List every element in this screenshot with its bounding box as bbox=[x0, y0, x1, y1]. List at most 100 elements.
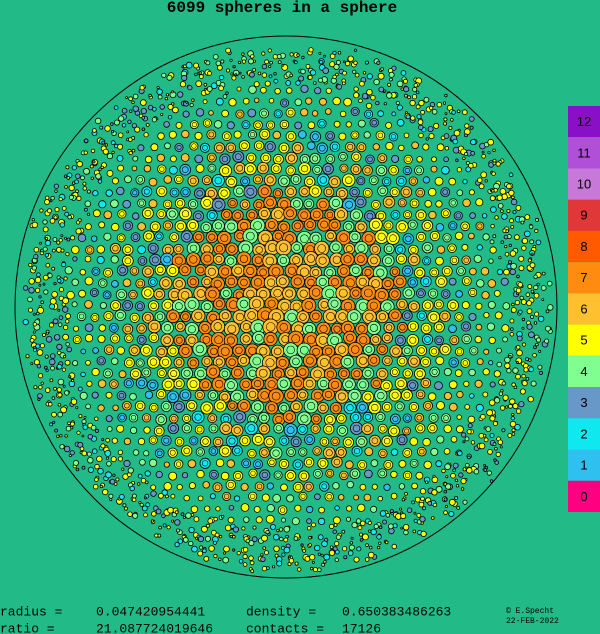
legend-swatch bbox=[568, 199, 600, 231]
sphere bbox=[400, 389, 413, 402]
sphere bbox=[92, 128, 97, 133]
sphere bbox=[87, 457, 94, 464]
sphere-ring bbox=[260, 209, 269, 218]
sphere bbox=[192, 210, 204, 222]
sphere bbox=[288, 558, 295, 564]
sphere-ring bbox=[246, 187, 255, 196]
sphere bbox=[508, 243, 512, 247]
sphere bbox=[500, 277, 509, 286]
sphere bbox=[389, 187, 400, 198]
sphere bbox=[342, 377, 356, 392]
sphere-ring bbox=[100, 280, 106, 286]
sphere bbox=[161, 435, 172, 446]
sphere-ring bbox=[163, 324, 171, 332]
sphere bbox=[324, 229, 337, 242]
sphere bbox=[153, 288, 166, 301]
sphere-ring bbox=[268, 404, 276, 412]
sphere bbox=[489, 432, 495, 438]
sphere-ring bbox=[266, 198, 274, 207]
sphere-ring bbox=[260, 233, 270, 243]
sphere bbox=[285, 151, 298, 165]
sphere bbox=[159, 104, 165, 110]
sphere bbox=[61, 262, 67, 268]
sphere bbox=[122, 300, 133, 311]
sphere bbox=[391, 65, 397, 71]
sphere bbox=[515, 373, 521, 380]
sphere-ring bbox=[456, 314, 462, 320]
sphere bbox=[195, 536, 199, 540]
sphere bbox=[452, 462, 459, 469]
sphere-ring bbox=[180, 291, 190, 300]
sphere-ring bbox=[195, 213, 202, 220]
sphere bbox=[49, 297, 57, 305]
sphere-ring bbox=[358, 178, 364, 184]
sphere bbox=[141, 367, 152, 378]
sphere bbox=[415, 389, 426, 400]
sphere-ring bbox=[313, 415, 320, 423]
sphere-ring bbox=[404, 428, 410, 434]
sphere bbox=[215, 97, 224, 106]
sphere-ring bbox=[222, 289, 230, 297]
sphere-ring bbox=[429, 425, 436, 432]
sphere bbox=[300, 108, 309, 117]
sphere-ring bbox=[312, 347, 320, 356]
sphere bbox=[354, 220, 368, 234]
sphere bbox=[443, 510, 448, 515]
sphere-ring bbox=[105, 313, 112, 319]
sphere-ring bbox=[226, 336, 235, 345]
sphere bbox=[397, 198, 407, 208]
sphere bbox=[195, 108, 205, 117]
sphere-ring bbox=[391, 391, 399, 399]
sphere-ring bbox=[377, 212, 385, 220]
sphere-ring bbox=[209, 367, 218, 376]
sphere-ring bbox=[338, 288, 348, 298]
sphere bbox=[368, 529, 372, 533]
sphere bbox=[490, 206, 497, 213]
sphere bbox=[203, 82, 208, 87]
sphere bbox=[30, 362, 34, 366]
sphere-ring bbox=[442, 189, 449, 195]
sphere bbox=[453, 211, 463, 221]
sphere bbox=[200, 196, 214, 210]
sphere-ring bbox=[371, 403, 379, 412]
sphere bbox=[97, 468, 104, 475]
sphere-ring bbox=[282, 100, 288, 106]
sphere-ring bbox=[252, 356, 262, 366]
sphere bbox=[47, 401, 53, 407]
sphere bbox=[33, 359, 40, 366]
sphere bbox=[402, 165, 412, 176]
sphere bbox=[28, 278, 35, 285]
sphere-ring bbox=[246, 231, 255, 241]
sphere bbox=[413, 511, 417, 515]
sphere bbox=[410, 115, 416, 121]
sphere bbox=[356, 546, 362, 552]
sphere-ring bbox=[312, 425, 319, 432]
sphere bbox=[311, 560, 315, 564]
sphere bbox=[492, 148, 496, 152]
sphere bbox=[355, 322, 369, 336]
sphere bbox=[251, 433, 265, 446]
sphere-ring bbox=[441, 312, 449, 320]
sphere bbox=[184, 296, 200, 312]
sphere bbox=[382, 355, 393, 367]
sphere bbox=[132, 93, 139, 100]
sphere bbox=[131, 165, 138, 172]
sphere-ring bbox=[293, 277, 302, 286]
sphere bbox=[369, 117, 379, 128]
sphere bbox=[475, 302, 483, 310]
sphere bbox=[54, 334, 61, 341]
sphere bbox=[29, 338, 35, 343]
sphere bbox=[390, 448, 399, 456]
sphere bbox=[323, 186, 335, 198]
sphere bbox=[456, 109, 461, 114]
sphere-ring bbox=[345, 200, 353, 209]
sphere bbox=[180, 186, 191, 198]
sphere bbox=[263, 195, 277, 210]
sphere bbox=[67, 214, 72, 220]
sphere bbox=[204, 535, 211, 542]
sphere-ring bbox=[258, 368, 268, 378]
sphere-ring bbox=[315, 470, 321, 477]
sphere bbox=[174, 198, 186, 209]
sphere-ring bbox=[242, 335, 250, 343]
sphere bbox=[150, 490, 157, 497]
